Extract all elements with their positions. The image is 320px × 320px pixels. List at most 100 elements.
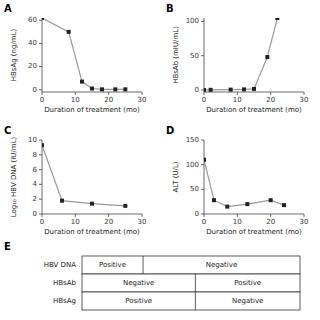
x-axis-line: [42, 214, 142, 215]
x-axis-label: Duration of treatment (mo): [44, 106, 140, 114]
row-label: HBsAb: [53, 279, 77, 287]
line: [42, 145, 125, 206]
y-axis-label: HBsAb (mIU/mL): [172, 26, 180, 84]
marker: [204, 158, 206, 162]
cell-text: Negative: [232, 297, 263, 305]
marker: [282, 203, 286, 207]
line: [204, 18, 277, 90]
panel-label: B: [166, 3, 174, 14]
x-tick: [108, 92, 109, 95]
plot-area: [42, 143, 127, 208]
marker: [42, 18, 44, 20]
marker: [225, 205, 229, 209]
marker: [123, 204, 127, 208]
x-tick-label: 0: [202, 218, 206, 226]
y-tick-label: 60: [28, 16, 37, 24]
y-tick-label: 100: [186, 161, 199, 169]
x-tick-label: 0: [40, 96, 44, 104]
figure: 02040600102030Duration of treatment (mo)…: [0, 0, 320, 320]
table-row-box: [82, 256, 300, 274]
y-tick: [39, 199, 42, 200]
background: [0, 0, 320, 320]
x-axis-line: [204, 92, 304, 93]
x-tick: [270, 92, 271, 95]
cell-text: Positive: [125, 297, 152, 305]
y-axis-line: [204, 18, 205, 92]
x-tick: [142, 214, 143, 217]
y-tick-label: 50: [190, 52, 199, 60]
table: E HBV DNA Positive Negative HBsAb Negative Pos…: [4, 241, 300, 310]
y-tick: [201, 55, 204, 56]
x-tick: [304, 92, 305, 95]
y-tick-label: 0: [33, 86, 37, 94]
marker: [269, 198, 273, 202]
panel-label: D: [166, 125, 174, 136]
panel: 02468100102030Duration of treatment (mo)…: [4, 125, 146, 236]
marker: [90, 202, 94, 206]
row-label: HBV DNA: [44, 261, 76, 269]
x-tick: [42, 214, 43, 217]
marker: [80, 80, 84, 84]
marker: [67, 30, 71, 34]
table-row-box: [82, 274, 300, 292]
y-tick: [201, 21, 204, 22]
x-tick-label: 0: [202, 96, 206, 104]
x-tick: [42, 92, 43, 95]
x-tick: [237, 92, 238, 95]
panel-label: E: [4, 241, 11, 252]
y-tick-label: 20: [28, 62, 37, 70]
marker: [204, 88, 206, 92]
panel: 0501000102030Duration of treatment (mo)H…: [166, 3, 308, 114]
x-tick-label: 20: [266, 218, 275, 226]
plot-area: [42, 18, 127, 91]
x-tick: [204, 214, 205, 217]
x-tick: [75, 92, 76, 95]
y-tick: [39, 43, 42, 44]
panel-label: C: [4, 125, 11, 136]
marker: [123, 87, 127, 91]
x-tick-label: 10: [233, 96, 242, 104]
y-tick-label: 0: [195, 86, 199, 94]
marker: [245, 202, 249, 206]
y-tick-label: 4: [33, 180, 38, 188]
y-tick: [39, 20, 42, 21]
x-tick-label: 20: [104, 218, 113, 226]
marker: [209, 88, 213, 92]
marker: [100, 87, 104, 91]
marker: [90, 87, 94, 91]
x-tick-label: 10: [71, 96, 80, 104]
y-tick: [39, 214, 42, 215]
y-tick: [39, 184, 42, 185]
cell-text: Positive: [99, 261, 126, 269]
x-axis-label: Duration of treatment (mo): [206, 106, 302, 114]
y-tick: [201, 189, 204, 190]
cell-text: Positive: [234, 279, 261, 287]
marker: [60, 199, 64, 203]
y-tick: [39, 169, 42, 170]
marker: [229, 88, 233, 92]
y-tick: [39, 140, 42, 141]
x-tick-label: 10: [233, 218, 242, 226]
marker: [113, 87, 117, 91]
y-tick-label: 8: [33, 151, 37, 159]
y-axis-line: [204, 140, 205, 214]
y-tick: [201, 164, 204, 165]
line: [42, 18, 125, 89]
marker: [275, 18, 279, 20]
panel: 02040600102030Duration of treatment (mo)…: [4, 3, 146, 114]
marker: [212, 198, 216, 202]
line: [204, 160, 284, 207]
y-tick: [201, 214, 204, 215]
plot-area: [204, 18, 279, 92]
marker: [242, 87, 246, 91]
y-tick: [201, 89, 204, 90]
y-tick-label: 50: [190, 185, 199, 193]
y-axis-line: [42, 18, 43, 92]
y-axis-label: Log₁₀ HBV DNA (IU/mL): [10, 136, 18, 217]
y-tick-label: 40: [28, 39, 37, 47]
y-tick-label: 0: [33, 210, 37, 218]
cell-text: Negative: [123, 279, 154, 287]
marker: [42, 143, 44, 147]
x-tick-label: 20: [266, 96, 275, 104]
panel-label: A: [4, 3, 12, 14]
